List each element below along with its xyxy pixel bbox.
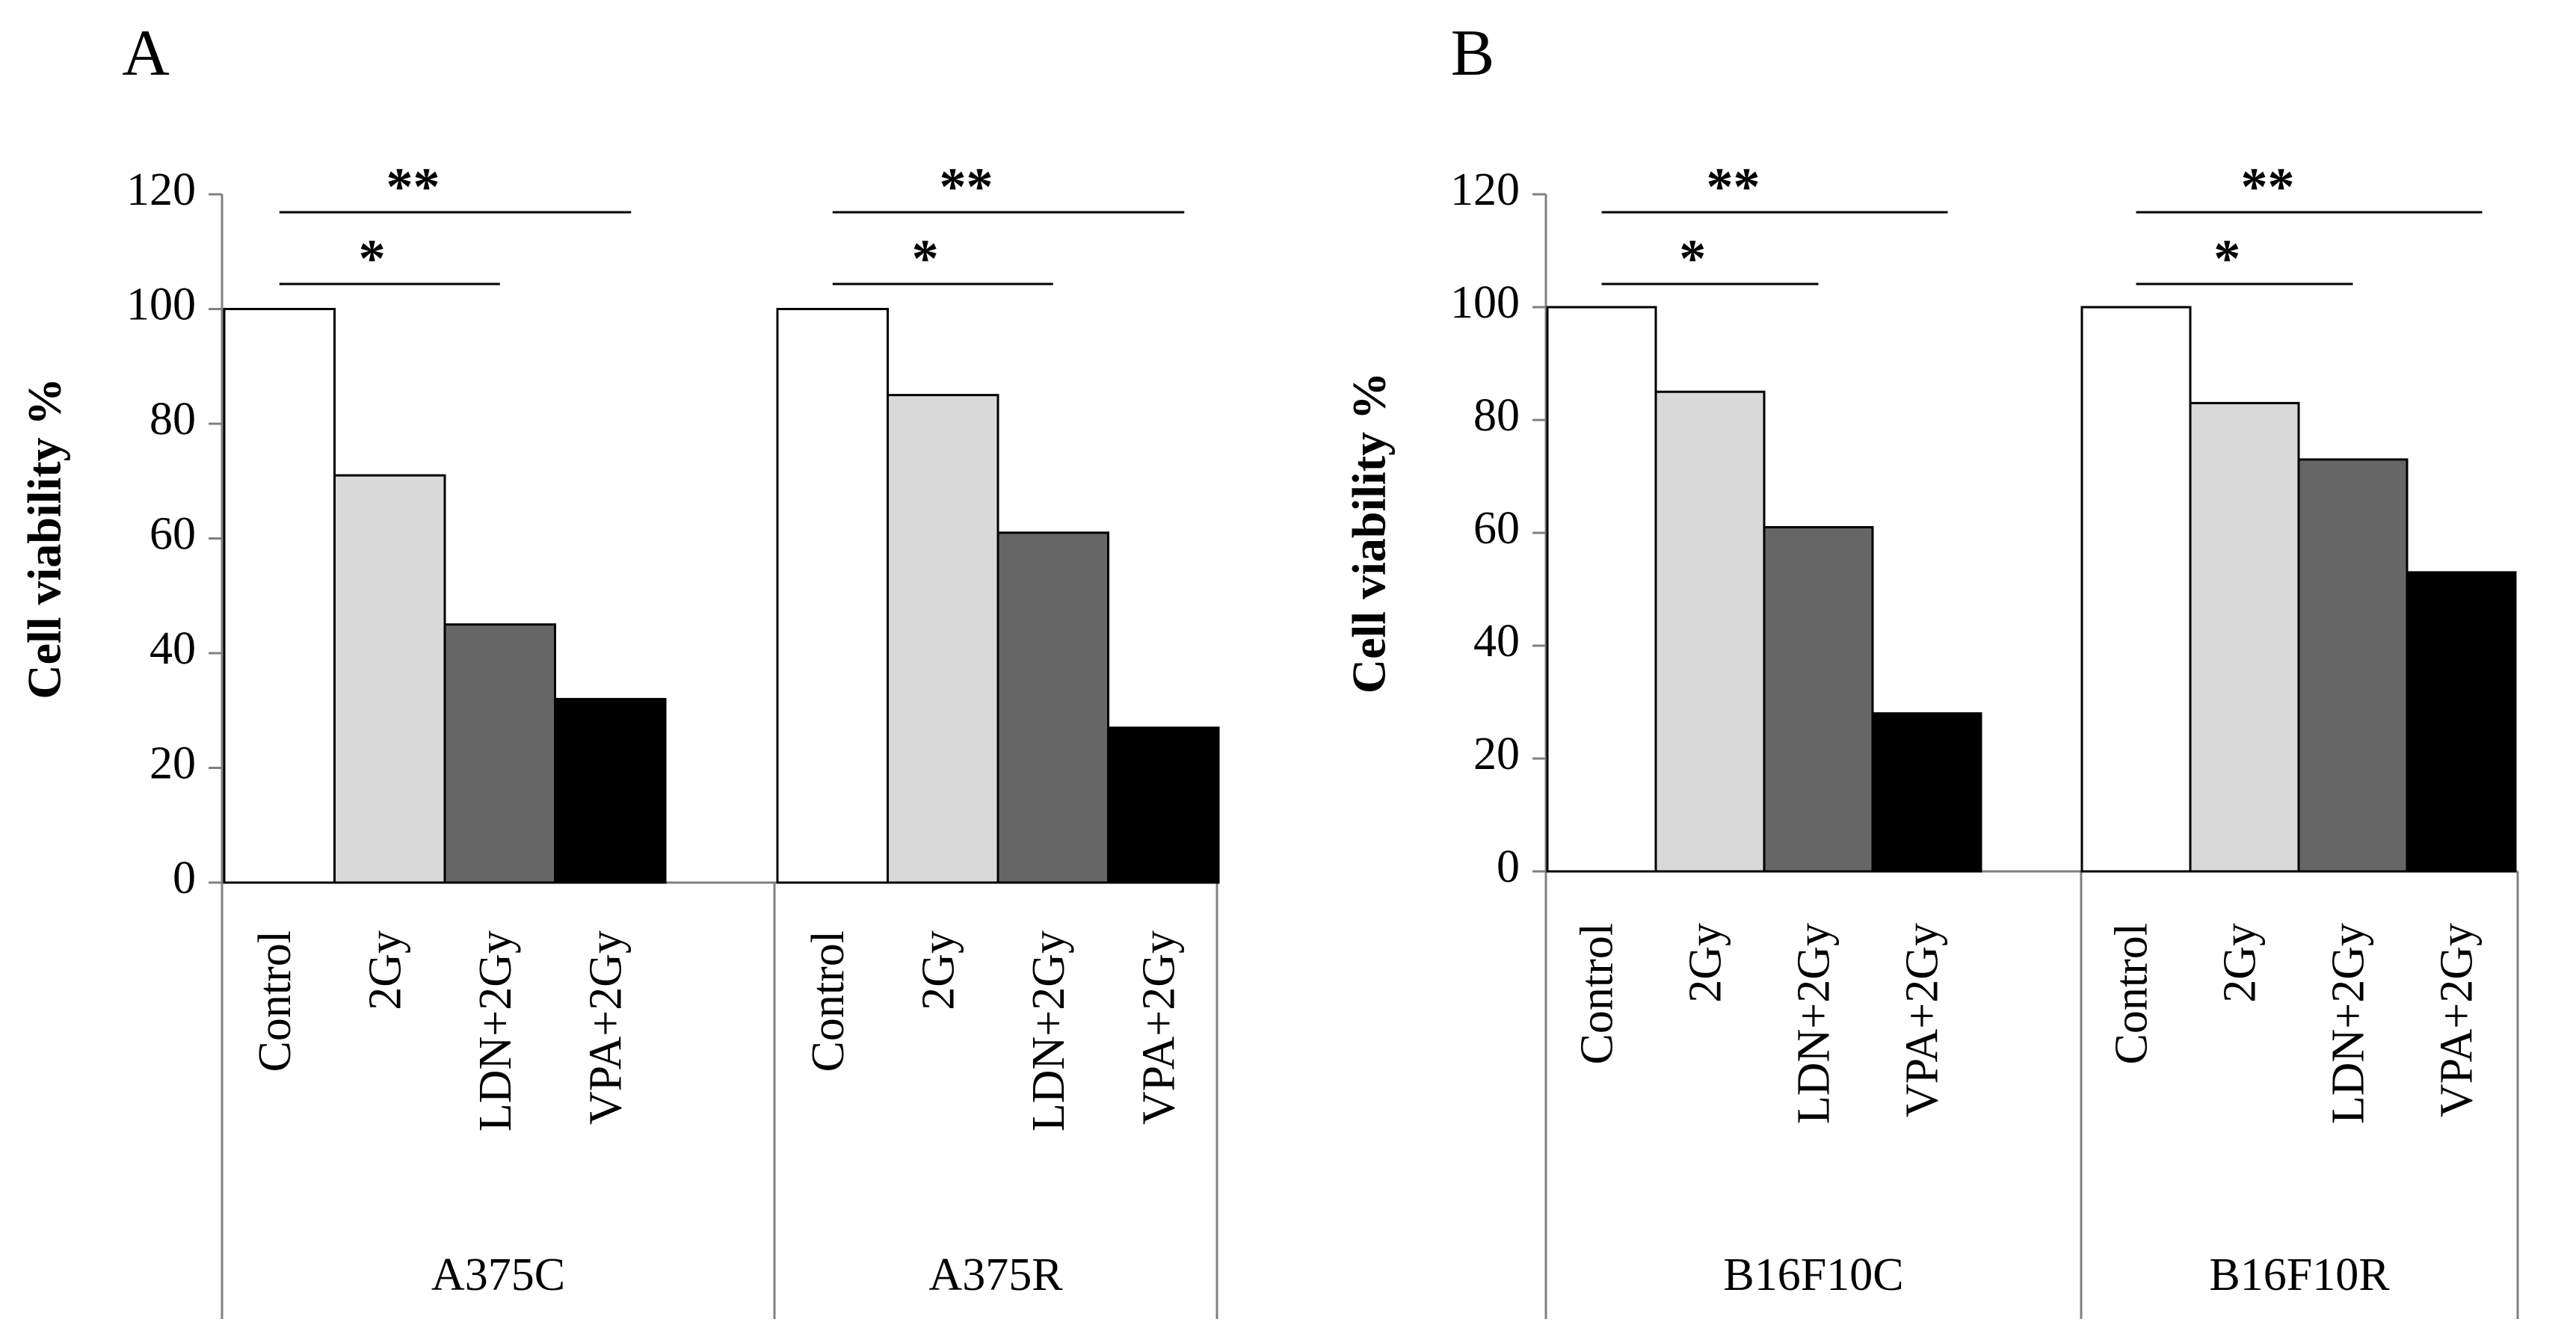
significance-label: * <box>1679 229 1706 288</box>
category-label: Control <box>250 930 301 1072</box>
bar <box>776 308 889 884</box>
group-label: B16F10R <box>2209 1250 2390 1300</box>
y-tick-label: 80 <box>150 394 196 445</box>
significance-label: * <box>359 229 386 288</box>
panel-letter: A <box>122 17 170 90</box>
bar <box>554 697 667 884</box>
category-label: Control <box>2107 923 2157 1064</box>
y-axis-label: Cell viability % <box>1343 372 1396 694</box>
bar <box>1107 726 1220 884</box>
y-tick-label: 20 <box>1473 729 1520 779</box>
category-label: VPA+2Gy <box>1897 923 1948 1117</box>
category-label: LDN+2Gy <box>2323 923 2374 1124</box>
significance-label: * <box>2213 229 2240 288</box>
y-axis-label: Cell viability % <box>18 377 71 699</box>
bar <box>1654 390 1766 873</box>
bar <box>2297 458 2409 873</box>
y-tick-label: 20 <box>150 738 196 789</box>
bar <box>333 474 446 884</box>
category-label: LDN+2Gy <box>470 930 521 1131</box>
bar <box>1871 712 1982 873</box>
category-label: Control <box>1572 923 1623 1064</box>
bar <box>996 531 1109 884</box>
y-tick-label: 0 <box>173 853 196 904</box>
bar <box>2080 306 2192 873</box>
category-label: 2Gy <box>2215 923 2266 1003</box>
y-tick-label: 40 <box>150 623 196 674</box>
y-tick-label: 60 <box>1473 503 1520 554</box>
category-label: VPA+2Gy <box>580 930 631 1125</box>
category-label: LDN+2Gy <box>1023 930 1074 1131</box>
y-tick-label: 120 <box>1450 164 1520 215</box>
bar <box>887 394 999 884</box>
significance-label: * <box>912 229 939 288</box>
y-tick-label: 100 <box>126 280 196 330</box>
category-label: 2Gy <box>360 930 410 1010</box>
y-tick-label: 120 <box>126 164 196 215</box>
bar <box>223 308 336 884</box>
category-label: VPA+2Gy <box>1133 930 1184 1125</box>
panel-letter: B <box>1451 17 1495 90</box>
y-tick-label: 100 <box>1450 277 1520 328</box>
significance-label: ** <box>2240 157 2294 217</box>
group-label: B16F10C <box>1723 1250 1903 1300</box>
group-label: A375R <box>928 1250 1063 1300</box>
bar <box>2406 571 2517 873</box>
y-tick-label: 0 <box>1497 841 1520 892</box>
category-label: VPA+2Gy <box>2432 923 2483 1117</box>
group-label: A375C <box>431 1250 565 1300</box>
category-label: 2Gy <box>1680 923 1731 1003</box>
significance-label: ** <box>1706 157 1760 217</box>
bar <box>1763 525 1874 873</box>
category-label: LDN+2Gy <box>1789 923 1840 1124</box>
significance-label: ** <box>940 157 993 217</box>
chart-panel-b: B Cell viability % 0 20 40 60 80 100 120 Control 2… <box>1343 17 2519 1319</box>
bar <box>1546 306 1657 873</box>
bar <box>2189 401 2300 873</box>
category-label: 2Gy <box>913 930 964 1010</box>
y-tick-label: 40 <box>1473 616 1520 667</box>
y-tick-label: 80 <box>1473 390 1520 441</box>
category-label: Control <box>803 930 854 1072</box>
y-tick-label: 60 <box>150 509 196 560</box>
significance-label: ** <box>386 157 440 217</box>
chart-panel-a: A Cell viability % 0 20 40 60 80 100 120 Control 2… <box>18 17 1220 1319</box>
bar <box>443 623 556 884</box>
